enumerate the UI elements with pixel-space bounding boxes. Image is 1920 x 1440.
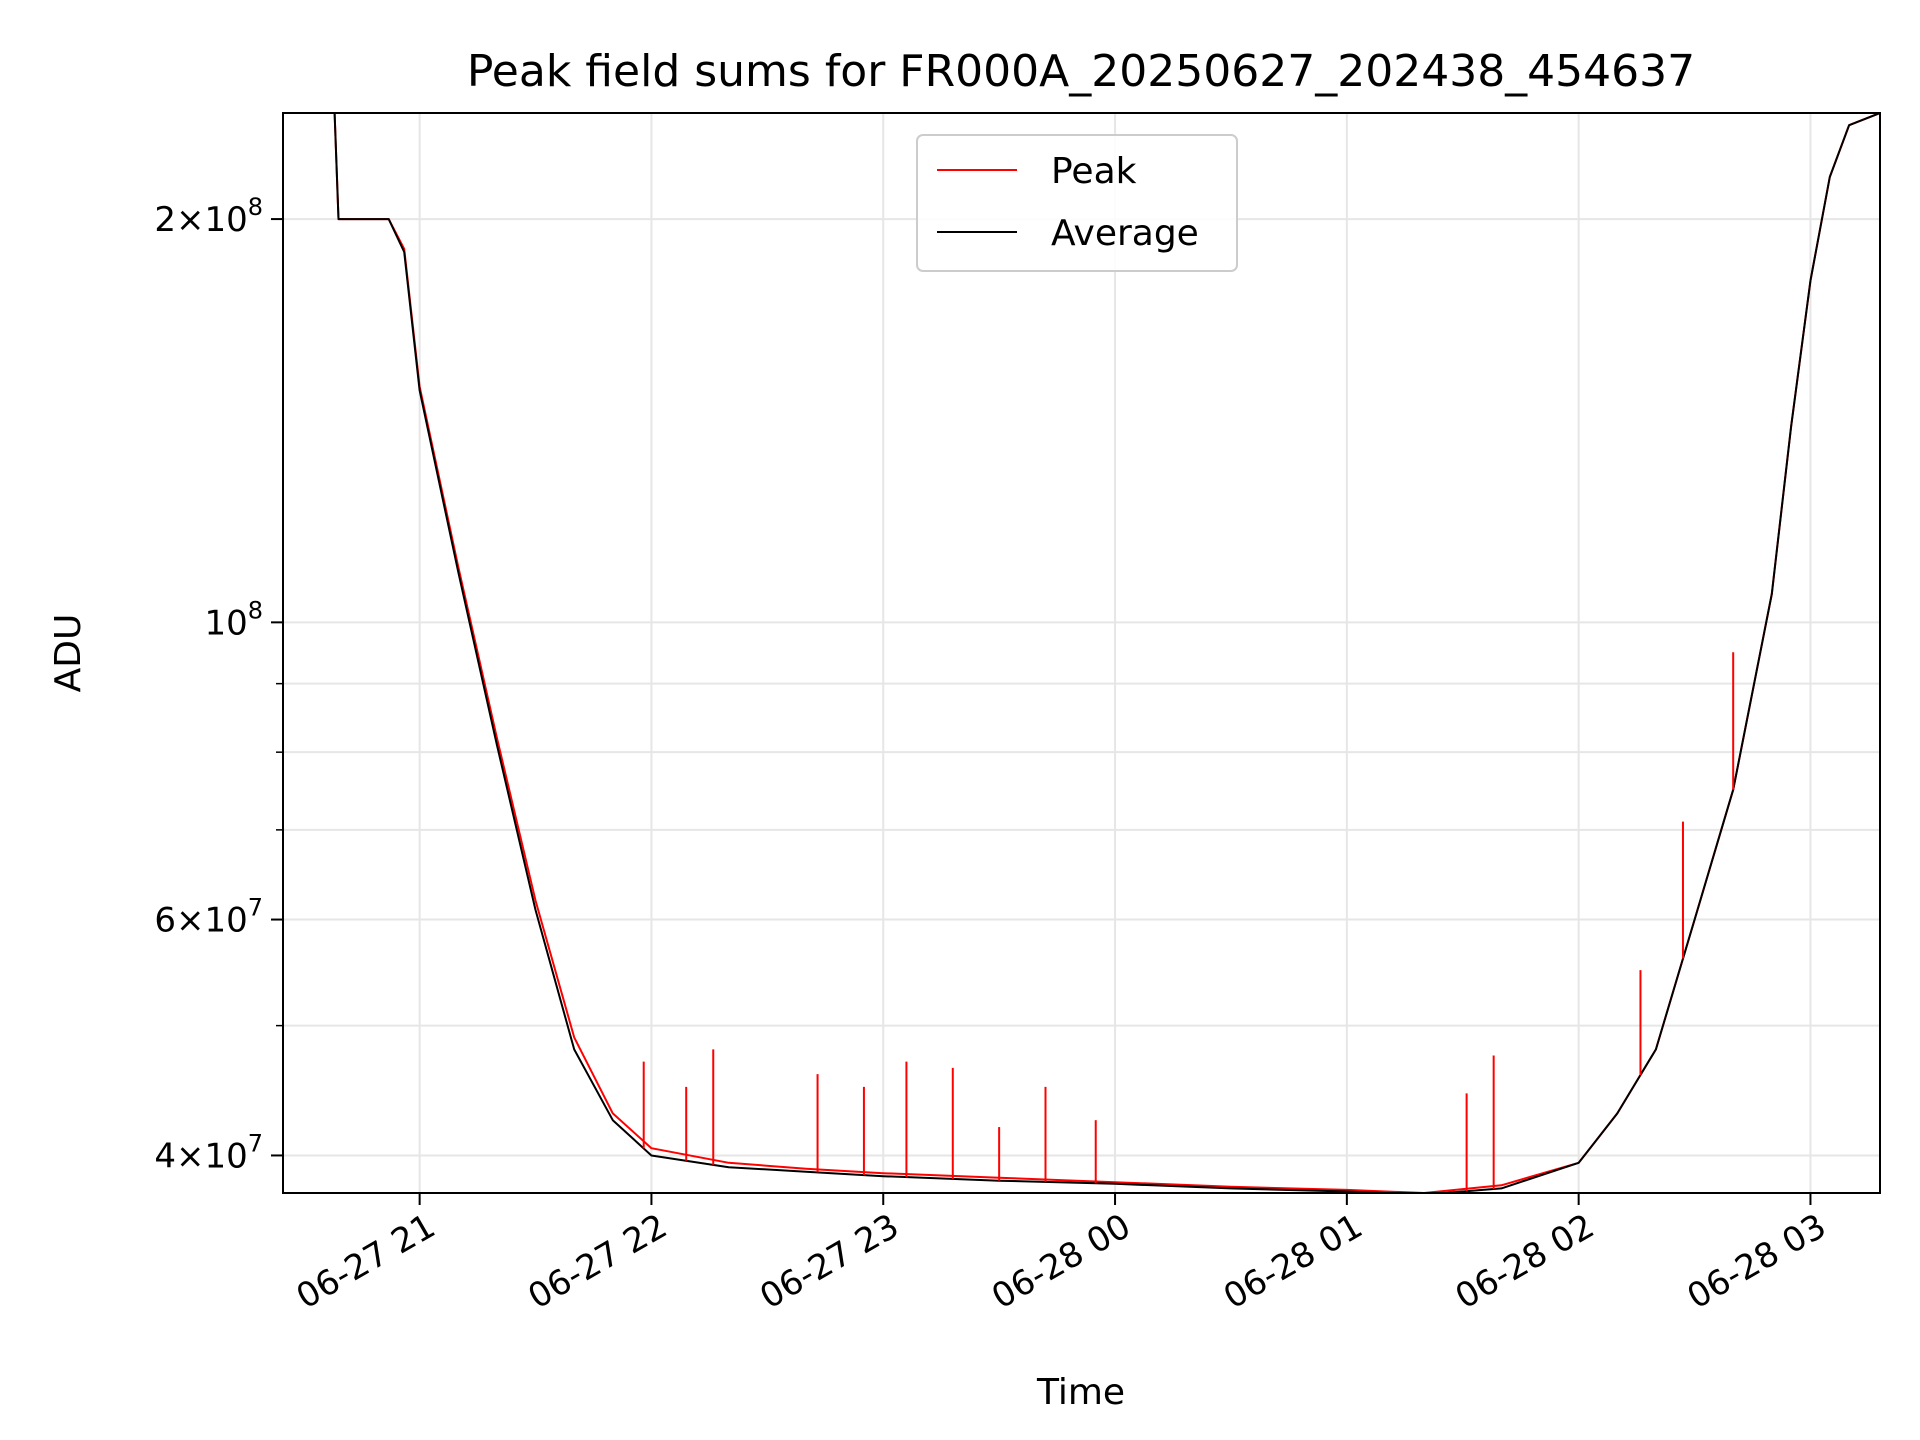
legend: Peak Average [916, 134, 1238, 272]
y-tick-label: 4×107 [154, 1129, 263, 1176]
x-axis-label: Time [1036, 1372, 1125, 1413]
y-tick-label: 108 [204, 596, 263, 643]
legend-label-average: Average [1051, 213, 1199, 254]
y-tick-label: 2×108 [154, 193, 263, 240]
legend-label-peak: Peak [1051, 151, 1137, 192]
y-axis-label: ADU [48, 614, 89, 693]
plot-area [283, 113, 1880, 1193]
y-tick-label: 6×107 [154, 894, 263, 941]
chart-title: Peak field sums for FR000A_20250627_2024… [467, 46, 1695, 97]
axes-frame [282, 112, 1881, 1194]
